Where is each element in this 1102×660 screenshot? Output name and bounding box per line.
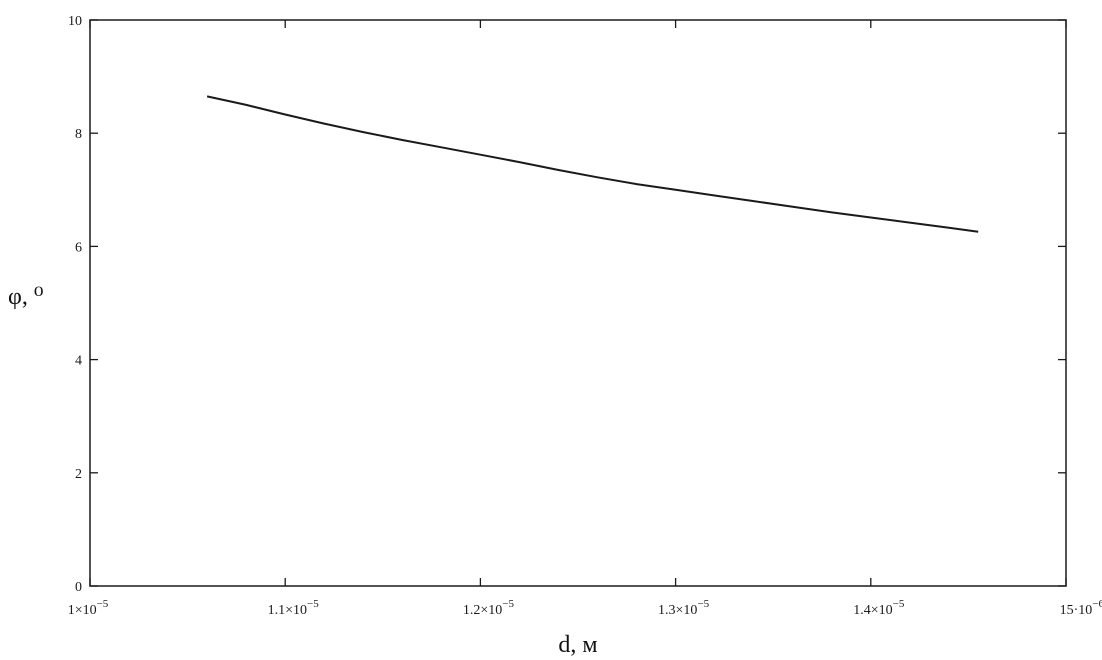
y-tick-label: 2 <box>75 467 82 482</box>
x-axis-label: d, м <box>558 632 597 658</box>
x-axis-ticks: 1×10−5 1.1×10−5 1.2×10−5 1.3×10−5 1.4×10−5 15… <box>68 20 1102 618</box>
y-tick-label: 4 <box>75 354 82 369</box>
x-tick-label: 1.3×10−5 <box>658 598 710 618</box>
y-tick-label: 0 <box>75 580 82 595</box>
y-axis-label: φ, ⁰ <box>8 284 43 310</box>
x-tick-label: 15·10−6 <box>1060 598 1102 618</box>
x-tick-label: 1.4×10−5 <box>853 598 905 618</box>
y-tick-label: 10 <box>68 14 82 29</box>
x-tick-label: 1×10−5 <box>68 598 109 618</box>
x-tick-label: 1.1×10−5 <box>268 598 320 618</box>
y-tick-label: 8 <box>75 127 82 142</box>
y-tick-label: 6 <box>75 240 82 255</box>
y-axis-ticks: 0 2 4 6 8 10 <box>68 14 1066 595</box>
series-line <box>207 96 978 231</box>
plot-frame <box>90 20 1066 586</box>
x-tick-label: 1.2×10−5 <box>463 598 515 618</box>
series-layer <box>207 96 978 231</box>
